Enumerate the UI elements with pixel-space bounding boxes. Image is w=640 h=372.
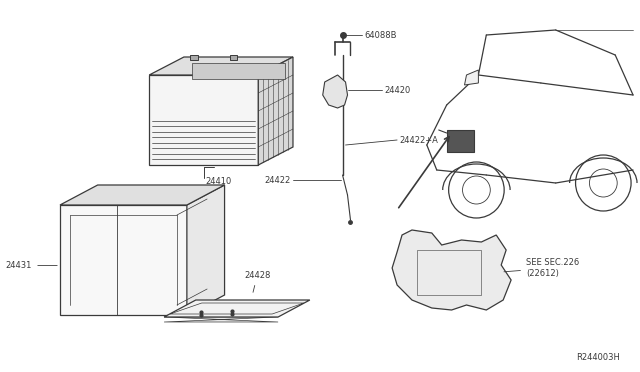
Text: 24422: 24422 (265, 176, 291, 185)
Polygon shape (392, 230, 511, 310)
Polygon shape (259, 57, 293, 165)
Text: 24420: 24420 (384, 86, 410, 94)
Polygon shape (164, 300, 310, 317)
Polygon shape (187, 185, 225, 315)
Polygon shape (60, 185, 225, 205)
Text: 24428: 24428 (244, 271, 271, 292)
Polygon shape (149, 57, 293, 75)
Polygon shape (60, 205, 187, 315)
Polygon shape (190, 55, 198, 60)
Bar (447, 130, 474, 152)
Text: 24410: 24410 (205, 176, 232, 186)
Polygon shape (323, 75, 348, 108)
Text: 24422+A: 24422+A (399, 135, 438, 144)
Text: 24431: 24431 (6, 261, 57, 270)
Polygon shape (465, 70, 478, 85)
Text: 64088B: 64088B (364, 31, 397, 39)
Polygon shape (164, 317, 278, 322)
Text: R244003H: R244003H (576, 353, 620, 362)
Text: SEE SEC.226
(22612): SEE SEC.226 (22612) (504, 257, 579, 278)
Polygon shape (192, 63, 285, 79)
Polygon shape (149, 75, 259, 165)
Polygon shape (230, 55, 237, 60)
